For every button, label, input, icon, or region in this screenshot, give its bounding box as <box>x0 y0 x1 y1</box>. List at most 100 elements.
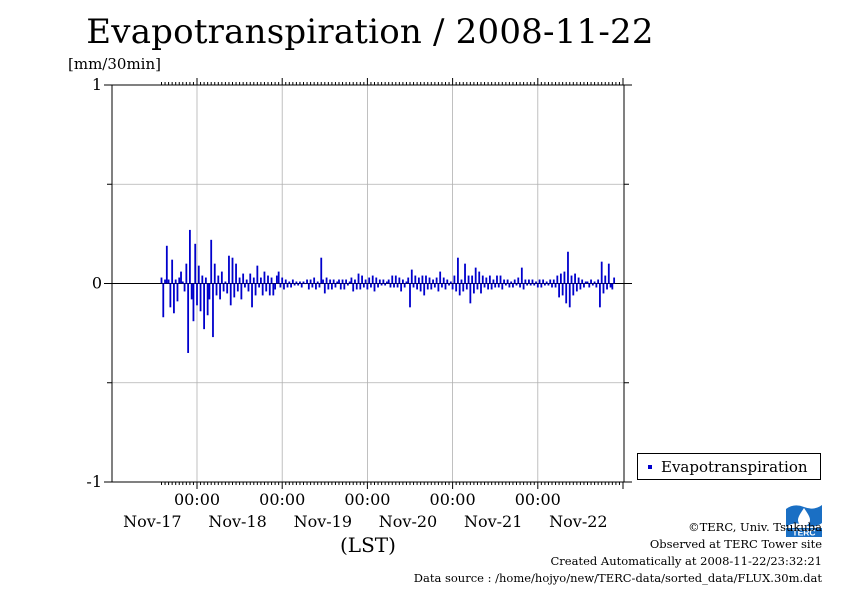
data-bar <box>535 281 537 284</box>
data-bar <box>180 271 182 284</box>
data-bar <box>293 283 296 286</box>
data-bar <box>561 283 564 296</box>
data-bar <box>568 283 571 308</box>
data-bar <box>416 283 418 290</box>
data-bar <box>414 275 417 284</box>
data-bar <box>311 283 314 288</box>
data-bar <box>375 277 378 284</box>
chart-title: Evapotranspiration / 2008-11-22 <box>86 12 654 52</box>
data-bar <box>354 279 356 284</box>
data-bar <box>165 245 168 284</box>
data-bar <box>244 283 246 288</box>
data-bar <box>462 283 465 292</box>
data-bar <box>544 283 546 286</box>
data-bar <box>513 279 516 284</box>
data-bar <box>396 283 399 288</box>
data-bar <box>547 283 550 286</box>
data-bar <box>362 283 365 288</box>
x-date-label: Nov-18 <box>208 512 266 531</box>
data-bar <box>540 283 543 288</box>
data-bar <box>574 273 576 284</box>
data-bar <box>474 267 477 284</box>
terc-logo-icon: TERC <box>786 505 822 538</box>
data-bar <box>336 281 339 284</box>
data-bar <box>187 283 190 353</box>
terc-logo: TERC <box>784 503 824 538</box>
data-bar <box>231 257 234 284</box>
data-bar <box>272 283 275 296</box>
data-bar <box>167 279 170 284</box>
data-bar <box>245 279 248 284</box>
data-bar <box>194 243 197 284</box>
data-bar <box>345 279 347 284</box>
data-bar <box>559 273 562 284</box>
data-bar <box>189 229 191 284</box>
data-bar <box>446 279 449 284</box>
data-bar <box>261 283 264 296</box>
credit-created: Created Automatically at 2008-11-22/23:3… <box>550 554 823 568</box>
data-bar <box>597 279 600 284</box>
y-tick-label: -1 <box>86 472 102 491</box>
data-bar <box>203 283 205 330</box>
data-bar <box>288 281 291 284</box>
data-bar <box>327 283 330 290</box>
data-bar <box>425 275 427 284</box>
data-bar <box>233 283 236 298</box>
data-bar <box>469 283 472 304</box>
data-bar <box>322 279 324 284</box>
data-bar <box>283 283 285 290</box>
credit-source: Data source : /home/hojyo/new/TERC-data/… <box>413 571 822 585</box>
data-bar <box>224 281 227 284</box>
data-bar <box>492 279 495 284</box>
data-bar <box>480 283 482 294</box>
data-bar <box>586 281 589 284</box>
data-bar <box>160 277 163 284</box>
data-bar <box>412 283 415 288</box>
data-bar <box>442 277 445 284</box>
data-bar <box>579 283 582 290</box>
data-bar <box>423 283 426 296</box>
data-bar <box>277 271 280 284</box>
data-bar <box>551 283 553 288</box>
data-bar <box>370 283 372 288</box>
data-bar <box>522 283 525 290</box>
data-bar <box>229 283 232 306</box>
data-bar <box>584 281 587 284</box>
data-bar <box>575 283 578 292</box>
data-bar <box>217 275 220 284</box>
data-bar <box>343 283 346 290</box>
data-bar <box>473 283 475 294</box>
x-date-label: Nov-20 <box>379 512 437 531</box>
data-bar <box>215 283 218 296</box>
data-bar <box>465 283 468 290</box>
data-bar <box>226 283 229 294</box>
data-bar <box>591 283 594 286</box>
x-date-label: Nov-17 <box>123 512 181 531</box>
data-bar <box>430 283 433 290</box>
data-bar <box>378 279 381 284</box>
data-bar <box>366 283 369 290</box>
data-bar <box>554 283 557 288</box>
data-bar <box>501 283 504 290</box>
x-date-label: Nov-19 <box>294 512 352 531</box>
y-tick-label: 1 <box>92 75 102 94</box>
data-bar <box>432 279 434 284</box>
x-tick-label: 00:00 <box>344 490 390 509</box>
data-bar <box>297 283 300 286</box>
data-bar <box>441 283 443 288</box>
data-bar <box>196 283 198 306</box>
x-tick-label: 00:00 <box>259 490 305 509</box>
data-bar <box>593 281 596 284</box>
data-bar <box>512 283 514 288</box>
data-bar <box>510 281 513 284</box>
data-bar <box>323 283 326 294</box>
data-bar <box>528 279 530 284</box>
data-bar <box>299 281 301 284</box>
data-bar <box>538 279 541 284</box>
data-bar <box>174 279 177 284</box>
data-bar <box>382 279 385 284</box>
data-bar <box>558 283 560 298</box>
data-bar <box>410 269 413 284</box>
data-bar <box>517 277 520 284</box>
